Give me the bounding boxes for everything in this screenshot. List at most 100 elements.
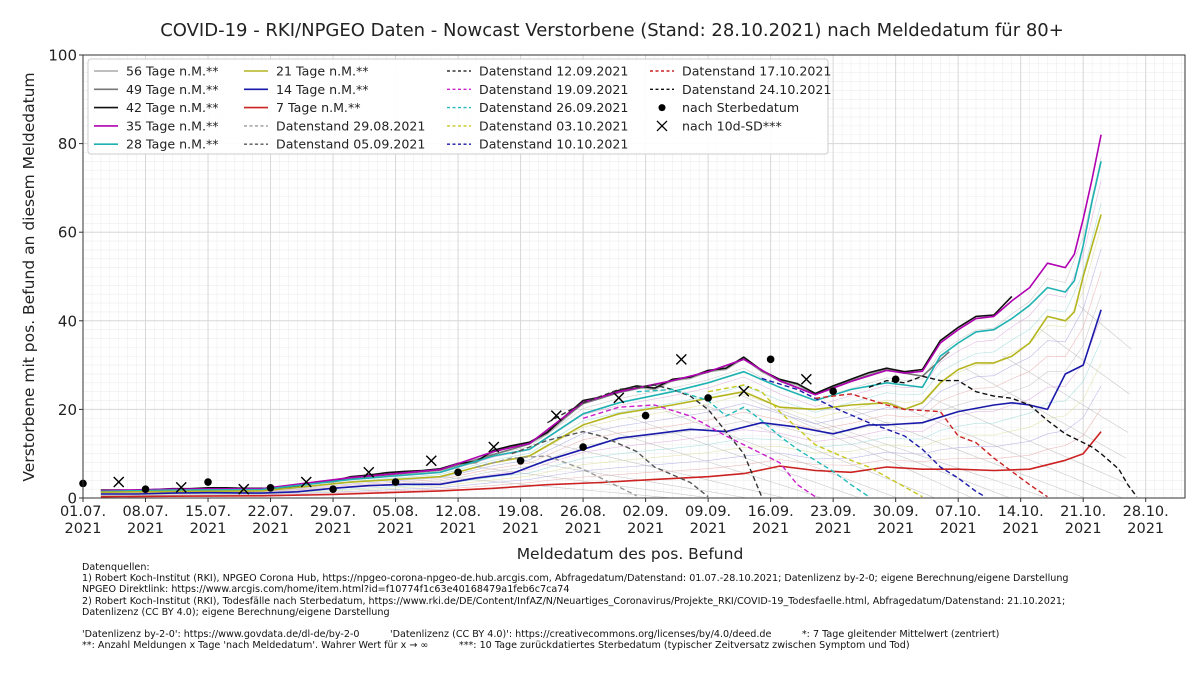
marker-sterbedatum [579,443,587,451]
legend-label: 35 Tage n.M.** [126,118,219,133]
legend-item: Datenstand 12.09.2021 [447,64,628,79]
legend-label: 28 Tage n.M.** [126,137,219,152]
legend-swatch [658,104,666,112]
x-axis-label: Meldedatum des pos. Befund [517,545,744,563]
fan-line [965,368,1127,459]
x-tick-label: 2021 [565,521,602,537]
fan-line [740,394,973,499]
x-tick-label: 2021 [65,521,102,537]
x-tick-label: 2021 [127,521,164,537]
x-tick-label: 14.10. [998,504,1044,520]
fan-line [100,271,1102,494]
marker-sterbedatum [891,375,900,384]
legend-item: Datenstand 10.10.2021 [447,137,628,152]
x-tick-label: 02.09. [623,504,669,520]
x-tick-label: 26.08. [560,504,606,520]
x-axis-ticks: 01.07.202108.07.202115.07.202122.07.2021… [60,498,1169,537]
x-tick-label: 12.08. [435,504,481,520]
series-line [868,375,1138,498]
marker-10d-sd [363,466,375,478]
legend-box [87,58,829,155]
series-line [100,161,1102,493]
marker-10d-sd [300,476,312,488]
fan-lines [100,157,1132,499]
marker-sterbedatum [266,484,275,492]
footer-line: 1) Robert Koch-Institut (RKI), NPGEO Cor… [82,573,1069,585]
legend-label: Datenstand 03.10.2021 [479,118,628,133]
legend-swatch [656,120,668,132]
footer-line [82,618,1069,629]
x-tick-label: 2021 [690,521,727,537]
footer-line: 'Datenlizenz by-2-0': https://www.govdat… [82,629,1000,641]
y-tick-label: 60 [58,224,77,242]
footer-line: Datenlizenz (CC BY 4.0); eigene Berechnu… [82,606,390,618]
legend-label: 49 Tage n.M.** [126,82,219,97]
fan-line [100,385,1102,497]
y-axis-label: Verstorbene mit pos. Befund an diesem Me… [20,72,38,481]
series-line [547,384,763,497]
marker-10d-sd [425,455,437,467]
x-tick-label: 2021 [502,521,539,537]
legend-label: Datenstand 19.09.2021 [479,82,628,97]
legend-item: Datenstand 24.10.2021 [650,82,831,97]
marker-10d-sd [488,441,500,453]
x-tick-label: 2021 [815,521,852,537]
marker-sterbedatum [204,478,212,486]
y-tick-label: 0 [67,490,77,508]
plot-frame [82,54,1186,499]
legend-item: 35 Tage n.M.** [94,118,219,133]
footer-line: 2) Robert Koch-Institut (RKI), Todesfäll… [82,595,1066,607]
marker-sterbedatum [829,387,837,396]
x-tick-label: 01.07. [60,504,106,520]
marker-sterbedatum [766,355,775,364]
fan-line [852,409,1086,499]
markers [79,353,900,495]
legend-label: Datenstand 12.09.2021 [479,64,628,79]
legend-item: Datenstand 03.10.2021 [447,118,628,133]
marker-sterbedatum [141,485,150,493]
legend-label: nach Sterbedatum [682,100,799,115]
marker-10d-sd [175,481,187,493]
footer-line: **: Anzahl Meldungen x Tage 'nach Melded… [82,640,910,652]
series-line [761,377,986,498]
x-tick-label: 2021 [627,521,664,537]
legend-item: nach 10d-SD*** [656,118,782,133]
legend-label: 7 Tage n.M.** [276,100,361,115]
legend-item: 49 Tage n.M.** [94,82,219,97]
legend-item: Datenstand 29.08.2021 [244,118,425,133]
marker-sterbedatum [454,468,462,477]
x-tick-label: 22.07. [247,504,293,520]
x-tick-label: 21.10. [1060,504,1106,520]
legend-label: 42 Tage n.M.** [126,100,219,115]
footer-sources: Datenquellen: 1) Robert Koch-Institut (RK… [82,562,1069,652]
x-tick-label: 08.07. [122,504,168,520]
chart-title: COVID-19 - RKI/NPGEO Daten - Nowcast Ver… [160,20,1064,41]
fan-line [1077,304,1132,350]
x-tick-label: 2021 [877,521,914,537]
marker-sterbedatum [516,456,525,465]
marker-10d-sd [113,476,125,488]
x-tick-label: 2021 [940,521,977,537]
legend: 56 Tage n.M.** 49 Tage n.M.** 42 Tage n.M.… [87,58,831,155]
x-tick-label: 2021 [1065,521,1102,537]
x-tick-label: 29.07. [310,504,356,520]
legend-item: Datenstand 26.09.2021 [447,100,628,115]
legend-item: 56 Tage n.M.** [94,64,219,79]
legend-label: 56 Tage n.M.** [126,64,219,79]
series-line [100,309,1102,495]
legend-label: Datenstand 29.08.2021 [276,118,425,133]
legend-label: Datenstand 26.09.2021 [479,100,628,115]
x-tick-label: 09.09. [685,504,731,520]
footer-line: Datenquellen: [82,562,150,573]
series-line [100,431,1102,498]
y-tick-label: 100 [48,47,77,65]
series-lines [100,134,1138,498]
marker-10d-sd [800,373,812,385]
x-tick-label: 2021 [315,521,352,537]
x-tick-label: 2021 [440,521,477,537]
marker-sterbedatum [391,478,400,486]
fan-line [890,402,1123,499]
series-line [100,134,1102,492]
series-line [707,384,923,498]
